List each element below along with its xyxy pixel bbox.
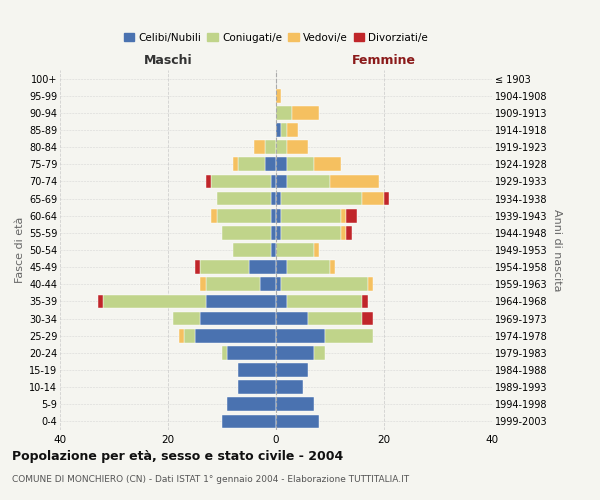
- Bar: [281, 278, 368, 291]
- Bar: [206, 174, 211, 188]
- Bar: [368, 278, 373, 291]
- Bar: [195, 260, 200, 274]
- Bar: [206, 278, 260, 291]
- Bar: [276, 414, 319, 428]
- Bar: [287, 294, 362, 308]
- Bar: [211, 174, 271, 188]
- Bar: [254, 140, 265, 154]
- Bar: [233, 243, 271, 257]
- Bar: [276, 226, 281, 239]
- Legend: Celibi/Nubili, Coniugati/e, Vedovi/e, Divorziati/e: Celibi/Nubili, Coniugati/e, Vedovi/e, Di…: [119, 28, 433, 46]
- Bar: [325, 329, 373, 342]
- Bar: [265, 140, 276, 154]
- Bar: [179, 329, 184, 342]
- Bar: [271, 174, 276, 188]
- Bar: [276, 158, 287, 171]
- Bar: [265, 158, 276, 171]
- Bar: [276, 312, 308, 326]
- Bar: [184, 329, 195, 342]
- Bar: [276, 294, 287, 308]
- Bar: [260, 278, 276, 291]
- Bar: [346, 209, 357, 222]
- Bar: [384, 192, 389, 205]
- Bar: [362, 312, 373, 326]
- Bar: [200, 312, 276, 326]
- Bar: [281, 192, 362, 205]
- Bar: [195, 329, 276, 342]
- Bar: [276, 209, 281, 222]
- Bar: [227, 398, 276, 411]
- Bar: [222, 414, 276, 428]
- Bar: [276, 123, 281, 137]
- Bar: [271, 209, 276, 222]
- Bar: [233, 158, 238, 171]
- Bar: [238, 158, 265, 171]
- Bar: [314, 158, 341, 171]
- Text: COMUNE DI MONCHIERO (CN) - Dati ISTAT 1° gennaio 2004 - Elaborazione TUTTITALIA.: COMUNE DI MONCHIERO (CN) - Dati ISTAT 1°…: [12, 475, 409, 484]
- Bar: [341, 226, 346, 239]
- Bar: [227, 346, 276, 360]
- Bar: [287, 158, 314, 171]
- Bar: [308, 312, 362, 326]
- Bar: [206, 294, 276, 308]
- Bar: [249, 260, 276, 274]
- Bar: [271, 192, 276, 205]
- Bar: [330, 260, 335, 274]
- Bar: [200, 260, 249, 274]
- Bar: [287, 123, 298, 137]
- Bar: [276, 89, 281, 102]
- Bar: [281, 123, 287, 137]
- Text: Popolazione per età, sesso e stato civile - 2004: Popolazione per età, sesso e stato civil…: [12, 450, 343, 463]
- Bar: [200, 278, 206, 291]
- Bar: [281, 209, 341, 222]
- Bar: [287, 174, 330, 188]
- Text: Maschi: Maschi: [143, 54, 193, 66]
- Bar: [217, 209, 271, 222]
- Bar: [330, 174, 379, 188]
- Bar: [276, 260, 287, 274]
- Bar: [103, 294, 206, 308]
- Bar: [271, 243, 276, 257]
- Bar: [287, 260, 330, 274]
- Bar: [276, 140, 287, 154]
- Bar: [211, 209, 217, 222]
- Bar: [271, 226, 276, 239]
- Bar: [276, 278, 281, 291]
- Bar: [276, 243, 314, 257]
- Bar: [217, 192, 271, 205]
- Bar: [222, 226, 271, 239]
- Bar: [341, 209, 346, 222]
- Bar: [276, 398, 314, 411]
- Bar: [238, 380, 276, 394]
- Bar: [346, 226, 352, 239]
- Bar: [276, 380, 303, 394]
- Bar: [276, 174, 287, 188]
- Bar: [314, 243, 319, 257]
- Bar: [276, 192, 281, 205]
- Bar: [238, 363, 276, 377]
- Bar: [222, 346, 227, 360]
- Bar: [276, 329, 325, 342]
- Bar: [287, 140, 308, 154]
- Bar: [98, 294, 103, 308]
- Bar: [276, 106, 292, 120]
- Bar: [276, 363, 308, 377]
- Y-axis label: Anni di nascita: Anni di nascita: [551, 209, 562, 291]
- Text: Femmine: Femmine: [352, 54, 416, 66]
- Bar: [362, 192, 384, 205]
- Y-axis label: Fasce di età: Fasce di età: [14, 217, 25, 283]
- Bar: [314, 346, 325, 360]
- Bar: [276, 346, 314, 360]
- Bar: [281, 226, 341, 239]
- Bar: [173, 312, 200, 326]
- Bar: [362, 294, 368, 308]
- Bar: [292, 106, 319, 120]
